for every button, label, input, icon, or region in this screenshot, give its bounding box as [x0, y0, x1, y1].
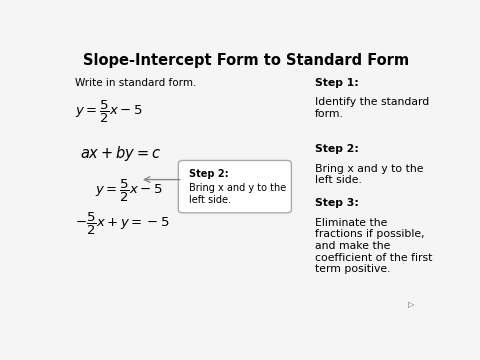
Text: Identify the standard
form.: Identify the standard form. — [315, 97, 429, 119]
Text: $-\dfrac{5}{2}x+ y=-5$: $-\dfrac{5}{2}x+ y=-5$ — [75, 211, 170, 237]
Text: Step 3:: Step 3: — [315, 198, 359, 208]
Text: Slope-Intercept Form to Standard Form: Slope-Intercept Form to Standard Form — [83, 53, 409, 68]
Text: $y = \dfrac{5}{2}x - 5$: $y = \dfrac{5}{2}x - 5$ — [75, 99, 143, 125]
Text: ▷: ▷ — [408, 300, 414, 309]
Text: Eliminate the
fractions if possible,
and make the
coefficient of the first
term : Eliminate the fractions if possible, and… — [315, 218, 432, 274]
FancyBboxPatch shape — [178, 161, 291, 213]
Text: $ax+by=c$: $ax+by=c$ — [81, 144, 162, 163]
Text: Bring x and y to the: Bring x and y to the — [190, 183, 287, 193]
Text: $y=\dfrac{5}{2}x-5$: $y=\dfrac{5}{2}x-5$ — [96, 177, 163, 204]
Text: Step 1:: Step 1: — [315, 78, 359, 88]
Text: Step 2:: Step 2: — [190, 169, 229, 179]
Text: Write in standard form.: Write in standard form. — [75, 78, 196, 88]
Text: Step 2:: Step 2: — [315, 144, 359, 154]
Text: left side.: left side. — [190, 195, 231, 205]
Text: Bring x and y to the
left side.: Bring x and y to the left side. — [315, 164, 423, 185]
